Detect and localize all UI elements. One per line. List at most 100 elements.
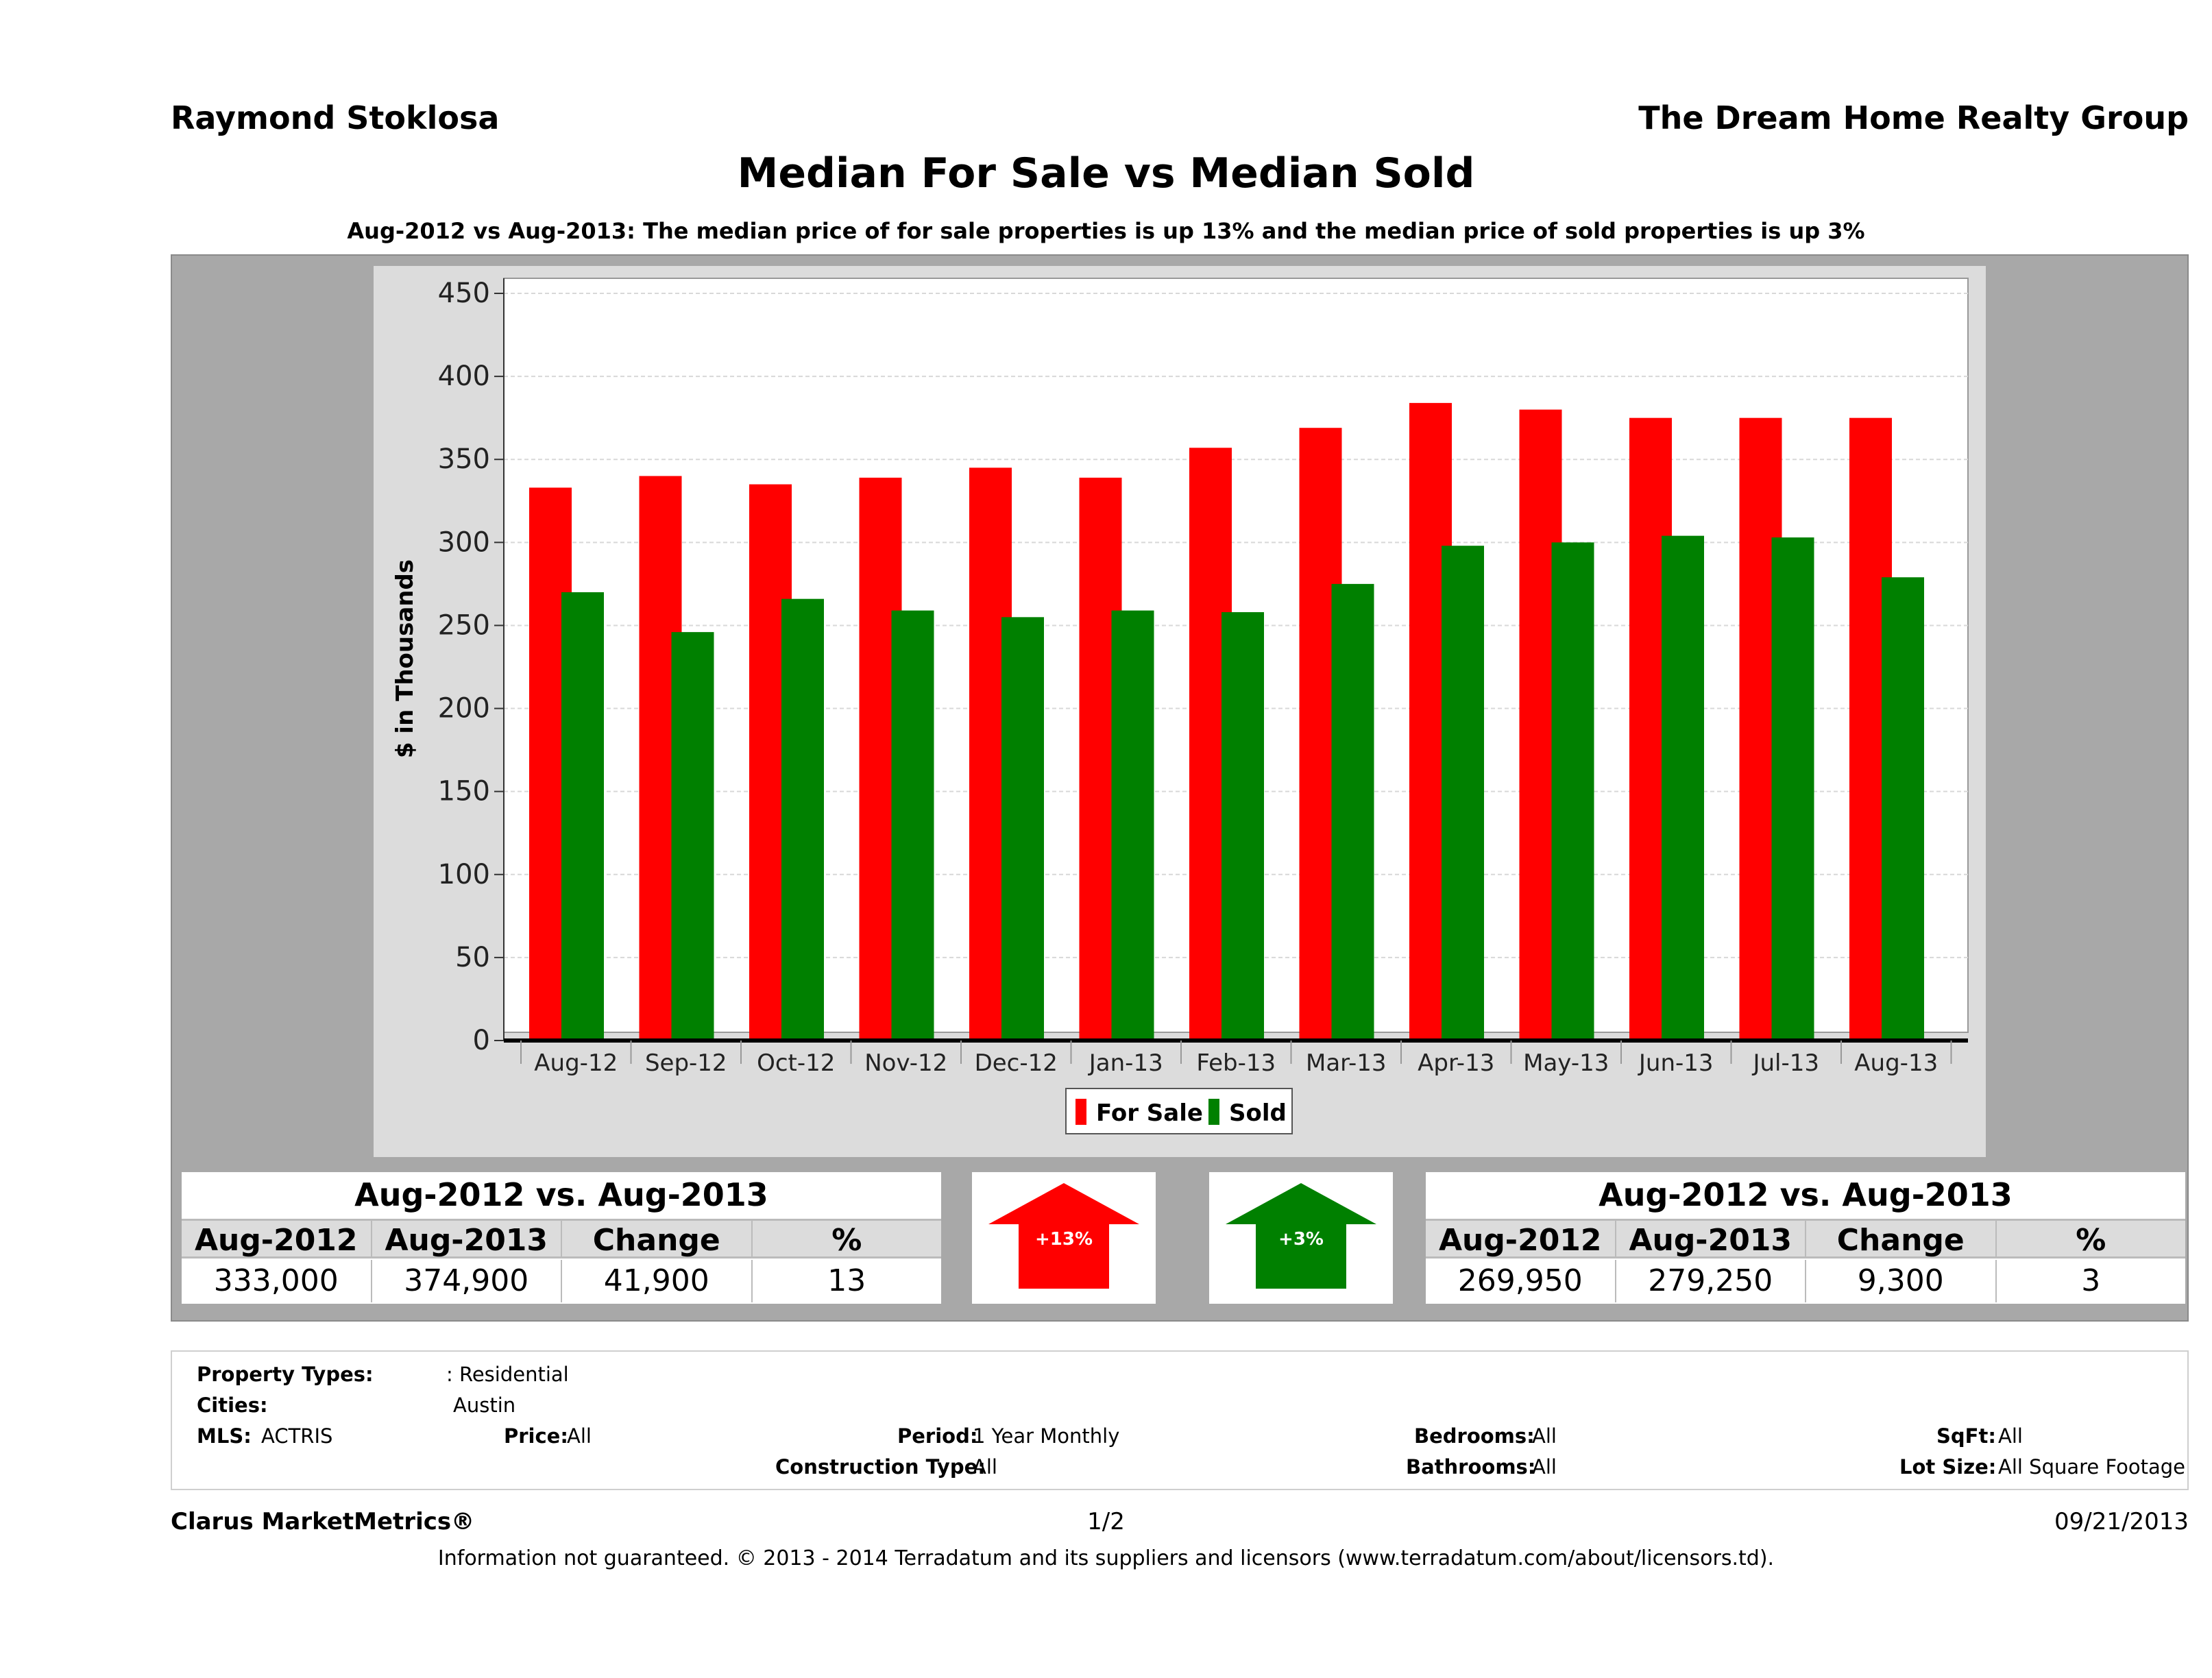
cities-label: Cities: bbox=[197, 1394, 268, 1417]
bar-chart: 0 50 100 150 200 250 300 350 400 450 Aug-12 Sep-12 O… bbox=[374, 266, 1986, 1157]
value-aug-2013: 374,900 bbox=[372, 1260, 562, 1302]
chart-title: Median For Sale vs Median Sold bbox=[737, 149, 1475, 197]
value-change: 41,900 bbox=[562, 1260, 753, 1302]
legend-swatch-for-sale bbox=[1075, 1099, 1086, 1125]
for-sale-stats-header-row: Aug-2012 Aug-2013 Change % bbox=[182, 1219, 941, 1258]
x-tick-label: Feb-13 bbox=[1196, 1049, 1276, 1077]
y-tick-label: 450 bbox=[438, 278, 490, 309]
property-types-label: Property Types: bbox=[197, 1363, 374, 1386]
x-tick-label: Oct-12 bbox=[757, 1049, 835, 1077]
disclaimer: Information not guaranteed. © 2013 - 201… bbox=[437, 1546, 1775, 1570]
footer-brand: Clarus MarketMetrics® bbox=[171, 1508, 475, 1535]
x-tick-label: Aug-12 bbox=[534, 1049, 618, 1077]
mls-label: MLS: bbox=[197, 1424, 252, 1448]
bedrooms-label: Bedrooms: bbox=[1414, 1424, 1535, 1448]
up-arrow-red-icon: +13% bbox=[988, 1183, 1139, 1289]
header-change: Change bbox=[562, 1221, 753, 1258]
header-change: Change bbox=[1806, 1221, 1997, 1258]
for-sale-stats-value-row: 333,000 374,900 41,900 13 bbox=[182, 1260, 941, 1302]
x-tick-label: Dec-12 bbox=[975, 1049, 1058, 1077]
period-label: Period: bbox=[897, 1424, 978, 1448]
mls-value: ACTRIS bbox=[261, 1424, 333, 1448]
y-tick-label: 150 bbox=[438, 776, 490, 807]
report-date: 09/21/2013 bbox=[2054, 1508, 2189, 1535]
x-tick-label: Aug-13 bbox=[1854, 1049, 1938, 1077]
header-aug-2013: Aug-2013 bbox=[372, 1221, 562, 1258]
x-tick-label: Apr-13 bbox=[1418, 1049, 1494, 1077]
header-aug-2013: Aug-2013 bbox=[1616, 1221, 1806, 1258]
construction-type-label: Construction Type: bbox=[775, 1455, 986, 1479]
lot-size-label: Lot Size: bbox=[1899, 1455, 1997, 1479]
sold-stats-title: Aug-2012 vs. Aug-2013 bbox=[1599, 1176, 2013, 1213]
value-change: 9,300 bbox=[1806, 1260, 1997, 1302]
value-percent: 3 bbox=[2081, 1263, 2101, 1298]
x-tick-label: May-13 bbox=[1523, 1049, 1609, 1077]
value-percent: 13 bbox=[827, 1263, 866, 1298]
bar-sold-jan-13 bbox=[1111, 610, 1154, 1041]
property-types-value: : Residential bbox=[446, 1363, 569, 1386]
y-axis-label: $ in Thousands bbox=[391, 559, 419, 758]
x-tick-label: Mar-13 bbox=[1306, 1049, 1387, 1077]
company-name: The Dream Home Realty Group bbox=[1638, 99, 2189, 136]
sqft-label: SqFt: bbox=[1936, 1424, 1996, 1448]
bar-sold-oct-12 bbox=[781, 598, 824, 1041]
period-value: 1 Year Monthly bbox=[973, 1424, 1120, 1448]
legend-label-for-sale: For Sale bbox=[1096, 1099, 1203, 1127]
legend-label-sold: Sold bbox=[1229, 1099, 1287, 1127]
cities-value: Austin bbox=[453, 1394, 516, 1417]
header-aug-2012: Aug-2012 bbox=[182, 1221, 372, 1258]
search-criteria-panel: Property Types: : Residential Cities: Au… bbox=[171, 1350, 2189, 1490]
value-aug-2013: 279,250 bbox=[1616, 1260, 1806, 1302]
sold-stats-table: Aug-2012 vs. Aug-2013 Aug-2012 Aug-2013 … bbox=[1426, 1172, 2185, 1304]
y-tick-label: 50 bbox=[455, 942, 490, 973]
legend-swatch-sold bbox=[1208, 1099, 1219, 1125]
bar-sold-aug-13 bbox=[1882, 577, 1924, 1041]
bar-sold-apr-13 bbox=[1442, 546, 1484, 1041]
x-tick-label: Sep-12 bbox=[645, 1049, 727, 1077]
y-tick-label: 400 bbox=[438, 361, 490, 392]
for-sale-stats-title: Aug-2012 vs. Aug-2013 bbox=[354, 1176, 768, 1213]
bar-sold-jun-13 bbox=[1662, 535, 1704, 1041]
bathrooms-label: Bathrooms: bbox=[1406, 1455, 1536, 1479]
value-aug-2012: 333,000 bbox=[182, 1260, 372, 1302]
header-percent: % bbox=[831, 1223, 862, 1258]
bar-sold-may-13 bbox=[1551, 542, 1594, 1041]
bar-sold-dec-12 bbox=[1001, 617, 1044, 1041]
sold-arrow-label: +3% bbox=[1278, 1229, 1324, 1250]
bedrooms-value: All bbox=[1532, 1424, 1557, 1448]
sqft-value: All bbox=[1998, 1424, 2023, 1448]
bar-sold-nov-12 bbox=[891, 610, 934, 1041]
x-tick-label: Jun-13 bbox=[1638, 1049, 1714, 1077]
bar-sold-mar-13 bbox=[1331, 583, 1374, 1041]
up-arrow-green-icon: +3% bbox=[1226, 1183, 1376, 1289]
y-tick-label: 350 bbox=[438, 443, 490, 475]
sold-stats-value-row: 269,950 279,250 9,300 3 bbox=[1426, 1260, 2185, 1302]
bar-sold-jul-13 bbox=[1771, 537, 1814, 1041]
for-sale-arrow-box: +13% bbox=[972, 1172, 1156, 1304]
bathrooms-value: All bbox=[1532, 1455, 1557, 1479]
agent-name: Raymond Stoklosa bbox=[171, 99, 500, 136]
x-tick-label: Jan-13 bbox=[1088, 1049, 1163, 1077]
construction-type-value: All bbox=[973, 1455, 997, 1479]
value-aug-2012: 269,950 bbox=[1426, 1260, 1616, 1302]
sold-stats-header-row: Aug-2012 Aug-2013 Change % bbox=[1426, 1219, 2185, 1258]
for-sale-arrow-label: +13% bbox=[1035, 1229, 1093, 1250]
bar-sold-aug-12 bbox=[561, 592, 604, 1041]
lot-size-value: All Square Footage bbox=[1998, 1455, 2186, 1479]
bar-sold-feb-13 bbox=[1222, 612, 1264, 1041]
x-tick-label: Jul-13 bbox=[1751, 1049, 1819, 1077]
sold-arrow-box: +3% bbox=[1209, 1172, 1393, 1304]
y-tick-label: 300 bbox=[438, 526, 490, 558]
y-tick-label: 0 bbox=[473, 1025, 490, 1056]
price-value: All bbox=[567, 1424, 592, 1448]
y-tick-label: 100 bbox=[438, 859, 490, 890]
y-tick-label: 250 bbox=[438, 609, 490, 641]
header-aug-2012: Aug-2012 bbox=[1426, 1221, 1616, 1258]
header-percent: % bbox=[2076, 1223, 2106, 1258]
price-label: Price: bbox=[504, 1424, 568, 1448]
y-tick-label: 200 bbox=[438, 693, 490, 725]
chart-legend: For Sale Sold bbox=[1065, 1088, 1293, 1134]
chart-subtitle: Aug-2012 vs Aug-2013: The median price o… bbox=[347, 218, 1865, 244]
page-number: 1/2 bbox=[1087, 1508, 1125, 1535]
x-tick-label: Nov-12 bbox=[864, 1049, 947, 1077]
